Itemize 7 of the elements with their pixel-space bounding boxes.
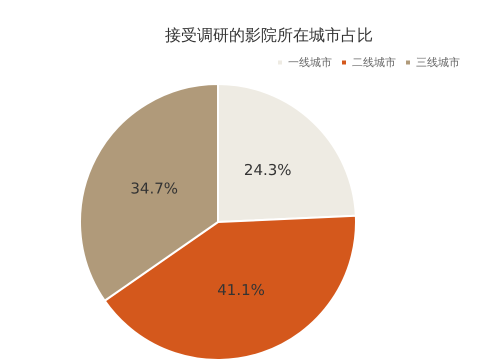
legend-label: 一线城市 (288, 56, 332, 69)
legend-label: 二线城市 (352, 56, 396, 69)
chart-title: 接受调研的影院所在城市占比 (165, 26, 373, 44)
data-label: 24.3% (244, 160, 292, 179)
data-label: 41.1% (217, 281, 265, 300)
data-label: 34.7% (130, 180, 178, 198)
legend-label: 三线城市 (416, 56, 460, 69)
